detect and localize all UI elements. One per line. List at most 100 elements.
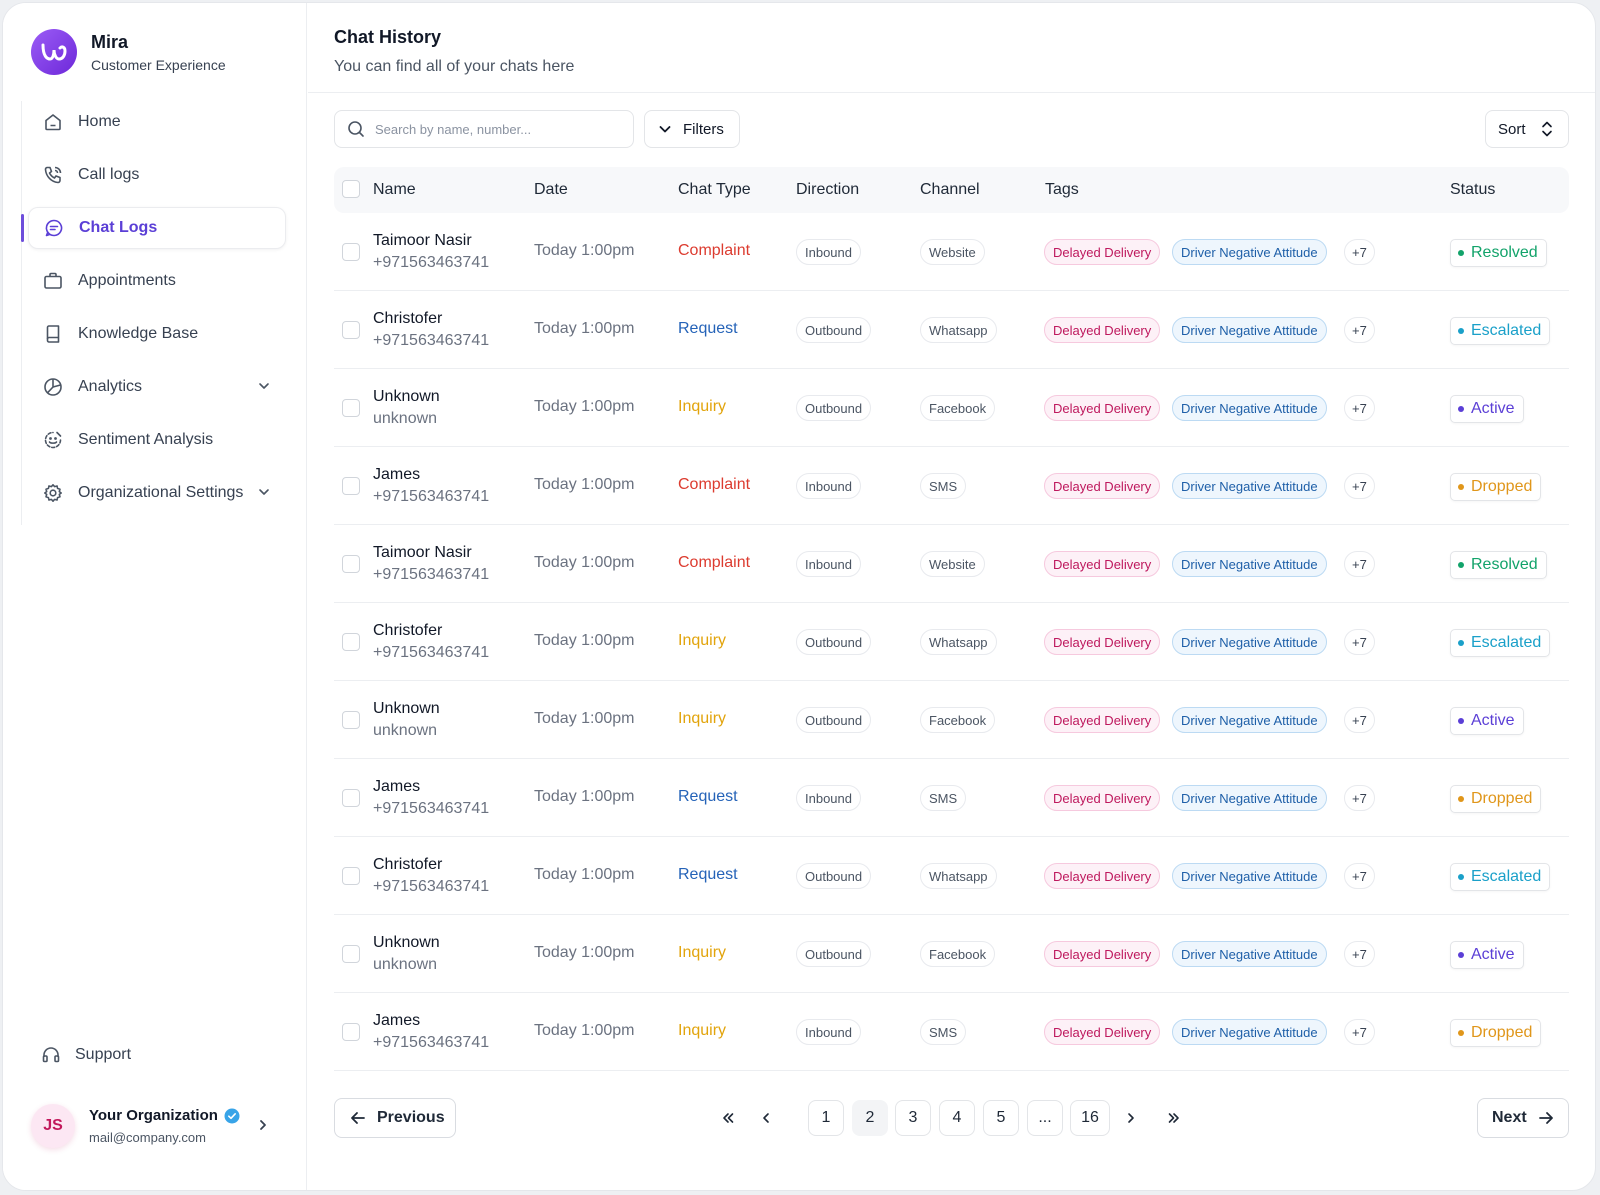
table-row[interactable]: Christofer +971563463741 Today 1:00pm Reque…: [334, 837, 1569, 915]
tag-chip[interactable]: Delayed Delivery: [1044, 941, 1161, 967]
next-button[interactable]: Next: [1477, 1098, 1569, 1138]
sidebar-item-knowledge-base[interactable]: Knowledge Base: [28, 313, 286, 355]
tag-chip[interactable]: Delayed Delivery: [1044, 317, 1161, 343]
select-all-checkbox[interactable]: [342, 180, 360, 198]
more-tags-chip[interactable]: +7: [1344, 551, 1375, 577]
tag-chip[interactable]: Driver Negative Attitude: [1172, 863, 1327, 889]
table-row[interactable]: Unknown unknown Today 1:00pm Inquiry Outboun…: [334, 369, 1569, 447]
last-page-icon[interactable]: [1164, 1108, 1184, 1128]
row-checkbox[interactable]: [342, 789, 360, 807]
page-1[interactable]: 1: [808, 1100, 844, 1136]
column-chat-type[interactable]: Chat Type: [678, 181, 751, 198]
sidebar-item-sentiment-analysis[interactable]: Sentiment Analysis: [28, 419, 286, 461]
sidebar-item-appointments[interactable]: Appointments: [28, 260, 286, 302]
column-status[interactable]: Status: [1450, 181, 1496, 198]
table-row[interactable]: James +971563463741 Today 1:00pm Complaint I…: [334, 447, 1569, 525]
page-3[interactable]: 3: [895, 1100, 931, 1136]
row-checkbox[interactable]: [342, 1023, 360, 1041]
page-2[interactable]: 2: [852, 1100, 888, 1136]
more-tags-chip[interactable]: +7: [1344, 863, 1375, 889]
more-tags-chip[interactable]: +7: [1344, 629, 1375, 655]
tag-chip[interactable]: Driver Negative Attitude: [1172, 941, 1327, 967]
tag-chip[interactable]: Delayed Delivery: [1044, 629, 1161, 655]
sidebar-item-chat-logs[interactable]: Chat Logs: [21, 207, 286, 249]
page-16[interactable]: 16: [1070, 1100, 1110, 1136]
table-row[interactable]: Christofer +971563463741 Today 1:00pm Inqui…: [334, 603, 1569, 681]
table-row[interactable]: Taimoor Nasir +971563463741 Today 1:00pm Co…: [334, 525, 1569, 603]
tag-chip[interactable]: Delayed Delivery: [1044, 1019, 1161, 1045]
tag-chip[interactable]: Driver Negative Attitude: [1172, 395, 1327, 421]
sidebar-item-organizational-settings[interactable]: Organizational Settings: [28, 472, 286, 514]
more-tags-chip[interactable]: +7: [1344, 1019, 1375, 1045]
table-row[interactable]: Unknown unknown Today 1:00pm Inquiry Outboun…: [334, 681, 1569, 759]
channel-chip: Facebook: [920, 707, 996, 733]
status-badge: Active: [1450, 395, 1524, 423]
sort-button[interactable]: Sort: [1485, 110, 1569, 148]
column-date[interactable]: Date: [534, 181, 568, 198]
table-row[interactable]: Unknown unknown Today 1:00pm Inquiry Outboun…: [334, 915, 1569, 993]
more-tags-chip[interactable]: +7: [1344, 941, 1375, 967]
row-checkbox[interactable]: [342, 633, 360, 651]
tag-chip[interactable]: Delayed Delivery: [1044, 707, 1161, 733]
tag-chip[interactable]: Driver Negative Attitude: [1172, 629, 1327, 655]
row-checkbox[interactable]: [342, 321, 360, 339]
tag-chip[interactable]: Delayed Delivery: [1044, 863, 1161, 889]
tag-chip[interactable]: Driver Negative Attitude: [1172, 707, 1327, 733]
more-tags-chip[interactable]: +7: [1344, 473, 1375, 499]
more-tags-chip[interactable]: +7: [1344, 395, 1375, 421]
column-name[interactable]: Name: [373, 181, 416, 198]
row-checkbox[interactable]: [342, 867, 360, 885]
row-checkbox[interactable]: [342, 243, 360, 261]
search-box[interactable]: [334, 110, 634, 148]
table-row[interactable]: James +971563463741 Today 1:00pm Request Inb…: [334, 759, 1569, 837]
sidebar-item-call-logs[interactable]: Call logs: [28, 154, 286, 196]
gear-icon: [42, 482, 64, 504]
sidebar-item-support[interactable]: Support: [41, 1045, 131, 1065]
status-dot-icon: [1458, 1030, 1464, 1036]
tag-chip[interactable]: Driver Negative Attitude: [1172, 785, 1327, 811]
row-checkbox[interactable]: [342, 477, 360, 495]
tag-chip[interactable]: Delayed Delivery: [1044, 785, 1161, 811]
sidebar-item-analytics[interactable]: Analytics: [28, 366, 286, 408]
row-checkbox[interactable]: [342, 399, 360, 417]
column-tags[interactable]: Tags: [1045, 181, 1079, 198]
sidebar-item-home[interactable]: Home: [28, 101, 286, 143]
column-direction[interactable]: Direction: [796, 181, 860, 198]
table-row[interactable]: Christofer +971563463741 Today 1:00pm Reque…: [334, 291, 1569, 369]
tag-chip[interactable]: Driver Negative Attitude: [1172, 473, 1327, 499]
tag-chip[interactable]: Delayed Delivery: [1044, 395, 1161, 421]
sidebar-item-label: Home: [78, 113, 121, 130]
chevron-right-icon[interactable]: [255, 1117, 271, 1138]
tag-chip[interactable]: Delayed Delivery: [1044, 473, 1161, 499]
organization-profile[interactable]: JS Your Organization mail@company.com: [31, 1099, 281, 1153]
tag-chip[interactable]: Delayed Delivery: [1044, 239, 1161, 265]
table-row[interactable]: James +971563463741 Today 1:00pm Inquiry Inb…: [334, 993, 1569, 1071]
tag-chip[interactable]: Driver Negative Attitude: [1172, 1019, 1327, 1045]
column-channel[interactable]: Channel: [920, 181, 980, 198]
next-page-icon[interactable]: [1121, 1108, 1141, 1128]
status-badge: Resolved: [1450, 239, 1547, 267]
row-checkbox[interactable]: [342, 945, 360, 963]
chevron-down-icon[interactable]: [256, 378, 272, 399]
more-tags-chip[interactable]: +7: [1344, 239, 1375, 265]
chat-type: Complaint: [678, 554, 751, 571]
previous-button[interactable]: Previous: [334, 1098, 456, 1138]
previous-page-icon[interactable]: [756, 1108, 776, 1128]
tag-chip[interactable]: Delayed Delivery: [1044, 551, 1161, 577]
contact-name: Christofer: [373, 310, 443, 327]
more-tags-chip[interactable]: +7: [1344, 317, 1375, 343]
search-input[interactable]: [375, 121, 615, 137]
row-checkbox[interactable]: [342, 711, 360, 729]
tag-chip[interactable]: Driver Negative Attitude: [1172, 551, 1327, 577]
tag-chip[interactable]: Driver Negative Attitude: [1172, 239, 1327, 265]
page-5[interactable]: 5: [983, 1100, 1019, 1136]
tag-chip[interactable]: Driver Negative Attitude: [1172, 317, 1327, 343]
filters-button[interactable]: Filters: [644, 110, 740, 148]
table-row[interactable]: Taimoor Nasir +971563463741 Today 1:00pm Co…: [334, 213, 1569, 291]
page-4[interactable]: 4: [939, 1100, 975, 1136]
more-tags-chip[interactable]: +7: [1344, 707, 1375, 733]
more-tags-chip[interactable]: +7: [1344, 785, 1375, 811]
first-page-icon[interactable]: [718, 1108, 738, 1128]
row-checkbox[interactable]: [342, 555, 360, 573]
chevron-down-icon[interactable]: [256, 484, 272, 505]
